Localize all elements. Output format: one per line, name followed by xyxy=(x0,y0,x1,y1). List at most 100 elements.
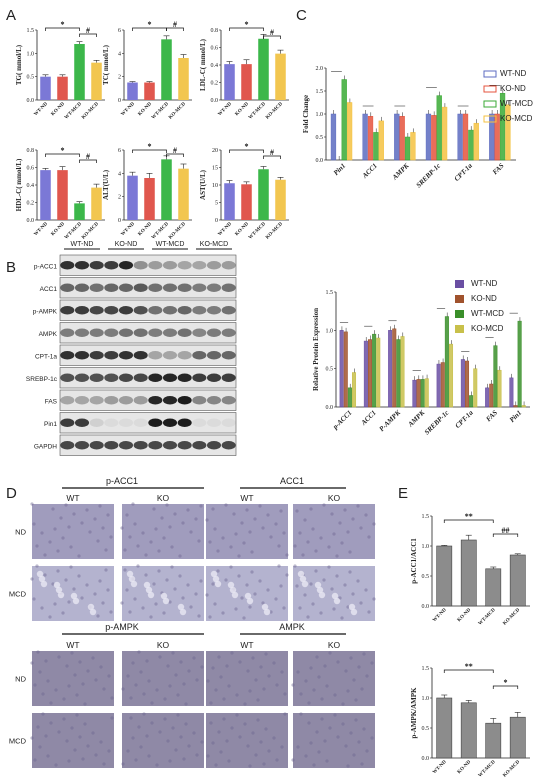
bar-wt-mcd xyxy=(444,316,449,408)
bar-ko-mcd xyxy=(275,179,286,220)
ihc-cell xyxy=(147,754,151,758)
ihc-cell xyxy=(99,665,103,669)
ihc-cell xyxy=(174,748,178,752)
ihc-cell xyxy=(327,545,331,549)
y-tick-label: 0.8 xyxy=(27,148,35,154)
ihc-cell xyxy=(104,548,108,552)
ihc-vacuole xyxy=(70,592,78,600)
ihc-cell xyxy=(69,565,73,569)
ihc-cell xyxy=(254,678,258,682)
ihc-cell xyxy=(322,503,326,507)
ihc-cell xyxy=(262,687,266,691)
blot-band xyxy=(206,418,222,427)
ihc-cell xyxy=(70,726,74,730)
ihc-cell xyxy=(133,597,137,601)
ihc-cell xyxy=(179,735,183,739)
ihc-cell xyxy=(217,730,221,734)
ihc-cell xyxy=(131,736,135,740)
blot-band xyxy=(148,351,163,360)
ihc-cell xyxy=(346,530,350,534)
ihc-cell xyxy=(211,507,215,511)
y-tick-label: 1.5 xyxy=(316,89,324,95)
ihc-cell xyxy=(343,583,347,587)
bar-wt-mcd xyxy=(485,722,502,759)
bar-wt-mcd xyxy=(341,79,347,161)
sig-mark-2: ## xyxy=(502,526,510,535)
ihc-cell xyxy=(253,517,257,521)
ihc-cell xyxy=(208,615,212,619)
legend-swatch xyxy=(455,280,464,288)
bar-wt-mcd xyxy=(420,379,425,408)
ihc-cell xyxy=(41,692,45,696)
ihc-cell xyxy=(293,564,297,568)
blot-band xyxy=(104,396,119,405)
ihc-cell xyxy=(298,531,302,535)
x-tick-label: p-ACC1 xyxy=(331,409,354,432)
ihc-cell xyxy=(81,757,85,761)
bar-ko-mcd xyxy=(473,368,478,408)
y-tick-label: 2.0 xyxy=(316,66,324,72)
ihc-cell xyxy=(275,683,279,687)
ihc-cell xyxy=(200,740,204,744)
blot-row xyxy=(59,254,237,276)
x-tick-label: KO-MCD xyxy=(81,102,100,121)
blot-band xyxy=(192,261,207,270)
blot-band xyxy=(118,328,134,337)
ihc-cell xyxy=(304,754,308,758)
ihc-cell xyxy=(272,736,276,740)
y-tick-label: 1.5 xyxy=(422,666,430,672)
ihc-cell xyxy=(53,602,57,606)
ihc-cell xyxy=(35,544,39,548)
legend-label: KO-ND xyxy=(471,294,497,303)
ihc-cell xyxy=(206,754,210,758)
sig-bracket-2 xyxy=(492,685,519,689)
y-tick-label: 5 xyxy=(215,201,218,207)
ihc-cell xyxy=(319,611,323,615)
blot-band xyxy=(60,328,75,337)
ihc-image xyxy=(206,713,288,768)
x-tick-label: WT-MCD xyxy=(248,222,267,241)
blot-band xyxy=(133,306,148,315)
ihc-cell xyxy=(229,545,233,549)
ihc-cell xyxy=(248,764,252,768)
ihc-cell xyxy=(348,570,352,574)
ihc-cell xyxy=(301,553,305,557)
ihc-vacuole xyxy=(130,580,138,588)
bar-wt-mcd xyxy=(469,395,474,408)
bar-ko-mcd xyxy=(448,343,454,408)
ihc-cell xyxy=(312,763,316,767)
blot-protein-label: ACC1 xyxy=(40,286,58,293)
sig-bracket-1 xyxy=(132,149,167,153)
x-tick-label: Pin1 xyxy=(508,409,523,424)
blot-band xyxy=(118,441,134,450)
x-tick-label: WT-ND xyxy=(218,102,234,118)
blot-protein-label: AMPK xyxy=(39,331,58,338)
ihc-cell xyxy=(269,535,273,539)
ihc-cell xyxy=(256,718,260,722)
y-tick-label: 0.5 xyxy=(422,726,430,732)
bar-ko-mcd xyxy=(91,62,102,100)
ihc-cell xyxy=(110,716,114,720)
ihc-cell xyxy=(80,596,84,600)
ihc-cell xyxy=(46,754,50,758)
ihc-cell xyxy=(303,518,307,522)
y-axis-label: Relative Protein Expression xyxy=(312,308,320,391)
ihc-cell xyxy=(125,513,129,517)
ihc-cell xyxy=(176,693,180,697)
ihc-cell xyxy=(315,655,319,659)
ihc-cell xyxy=(245,508,249,512)
ihc-cell xyxy=(186,508,190,512)
ihc-cell xyxy=(309,666,313,670)
ihc-cell xyxy=(168,600,172,604)
ihc-cell xyxy=(32,597,36,601)
y-tick-label: 1.0 xyxy=(27,51,35,57)
bar-ko-mcd xyxy=(441,106,448,161)
bar-wt-mcd xyxy=(396,339,401,408)
ihc-vacuole xyxy=(210,570,218,578)
ihc-cell xyxy=(372,522,376,526)
blot-band xyxy=(74,396,90,405)
ihc-cell xyxy=(152,507,156,511)
ihc-cell xyxy=(106,588,110,592)
y-tick-label: 0.0 xyxy=(422,756,430,762)
ihc-cell xyxy=(120,526,124,530)
